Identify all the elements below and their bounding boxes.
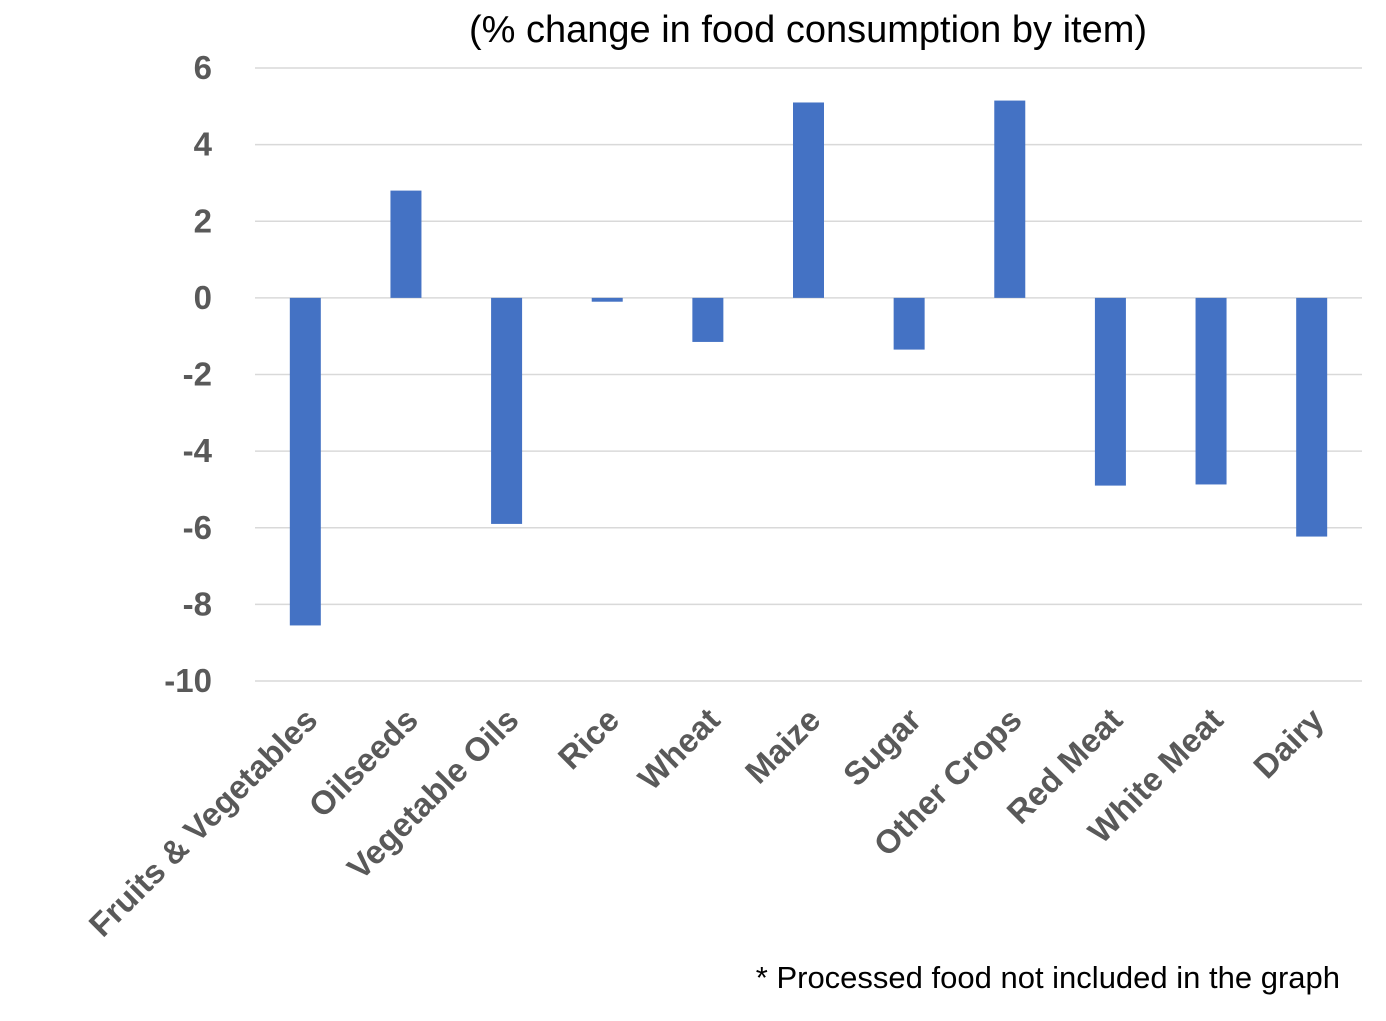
y-tick-label: -10 [164, 662, 212, 699]
bar-maize [793, 102, 824, 298]
gridlines [255, 67, 1362, 682]
y-tick-label: 4 [194, 126, 213, 163]
bar-rice [591, 297, 623, 302]
x-tick-label: Sugar [836, 701, 928, 793]
bar-fruits-vegetables [289, 297, 321, 626]
y-tick-label: -6 [183, 509, 212, 546]
x-tick-label: Rice [551, 701, 626, 776]
bar-wheat [692, 297, 724, 342]
y-tick-label: -8 [183, 585, 212, 622]
x-tick-label: Vegetable Oils [340, 701, 526, 887]
y-tick-label: -2 [183, 356, 212, 393]
x-tick-label: Maize [738, 701, 828, 791]
bar-vegetable-oils [491, 297, 523, 524]
y-tick-label: 6 [194, 49, 212, 86]
bar-sugar [893, 297, 925, 350]
bar-red-meat [1094, 297, 1126, 486]
y-tick-label: 2 [194, 202, 212, 239]
bar-oilseeds [390, 190, 422, 298]
bars [289, 100, 1328, 626]
bar-other-crops [994, 100, 1026, 298]
y-tick-label: 0 [194, 279, 212, 316]
x-tick-label: Fruits & Vegetables [82, 701, 325, 944]
bar-white-meat [1195, 297, 1227, 485]
chart-title: (% change in food consumption by item) [469, 9, 1147, 51]
x-tick-label: Wheat [631, 701, 727, 797]
y-tick-label: -4 [183, 432, 213, 469]
bar-dairy [1296, 297, 1328, 537]
y-axis-tick-labels: 6 4 2 0 -2 -4 -6 -8 -10 [164, 49, 212, 699]
x-tick-label: Dairy [1246, 700, 1331, 785]
footnote: * Processed food not included in the gra… [756, 960, 1340, 995]
